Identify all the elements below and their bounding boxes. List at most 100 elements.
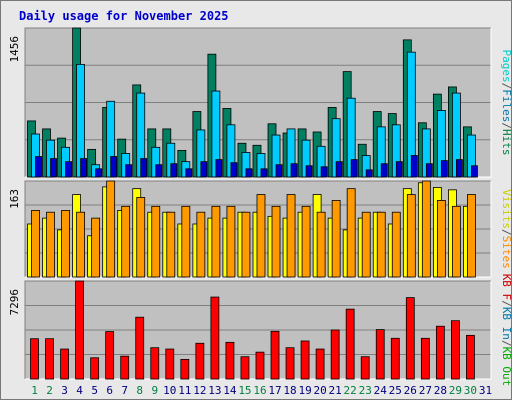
sites-bar [286,194,296,278]
sites-bar [196,211,206,278]
kbytes-bar [60,348,69,380]
sites-bar [406,194,416,278]
panel-1-legend-item-0: Visits [500,189,511,229]
day-label: 21 [329,384,342,397]
panel-2-legend-item-2: KB In [500,307,511,340]
pages-bar [471,165,478,178]
kbytes-bar [210,296,220,380]
pages-bar [290,163,298,178]
sites-bar [256,194,266,278]
kbytes-bar [195,342,205,380]
day-label: 17 [268,384,281,397]
day-label: 30 [464,384,477,397]
day-label: 12 [193,384,206,397]
day-label: 27 [419,384,432,397]
pages-bar [440,160,448,178]
kbytes-bar [150,347,160,380]
pages-bar [410,155,418,178]
day-label: 28 [434,384,447,397]
kbytes-bar [45,338,54,380]
day-label: 4 [76,384,83,397]
day-label: 20 [313,384,326,397]
panel-0-bevel-dark [24,27,491,177]
pages-bar [245,168,253,178]
sites-bar [211,205,221,278]
sites-bar [452,205,461,278]
kbytes-bar [165,348,175,380]
day-label: 3 [61,384,68,397]
kbytes-bar [255,351,265,380]
pages-bar [380,163,388,178]
sites-bar [346,188,356,278]
chart-title: Daily usage for November 2025 [19,9,229,23]
pages-bar [110,156,118,178]
sites-bar [331,200,341,278]
panel-2-bevel-dark [24,280,491,379]
panel-2-legend: KB F/KB In/KB Out [500,274,511,387]
pages-bar [320,166,328,178]
kbytes-bar [135,316,145,380]
sites-bar [76,211,85,278]
day-label: 5 [91,384,98,397]
day-label: 15 [238,384,251,397]
sites-bar [436,200,446,278]
panel-1-legend-item-1: / [500,229,511,236]
sites-bar [271,205,281,278]
panel-0-legend-item-2: Files [500,89,511,122]
sites-bar [151,205,161,278]
day-label: 7 [121,384,128,397]
pages-bar [260,168,268,178]
day-label: 6 [106,384,113,397]
panel-2-ymax-label: 7296 [8,289,21,316]
pages-bar [155,164,163,178]
panel-0-legend-item-1: / [500,83,511,90]
day-label: 1 [31,384,38,397]
panel-0-legend: Pages/Files/Hits [500,50,511,156]
pages-bar [425,163,433,178]
day-label: 13 [208,384,221,397]
panel-2-legend-item-1: / [500,300,511,307]
pages-bar [35,156,42,178]
kbytes-bar [300,340,310,380]
kbytes-bar [90,357,100,380]
pages-bar [275,164,283,178]
sites-bar [361,211,371,278]
sites-bar [181,205,191,278]
kbytes-bar [420,337,430,380]
day-label: 8 [136,384,143,397]
kbytes-bar [345,308,355,380]
sites-bar [121,205,131,278]
day-label: 18 [283,384,296,397]
day-label: 14 [223,384,237,397]
kbytes-bar [405,297,415,380]
panel-1-bevel-dark [24,180,491,277]
sites-bar [46,211,55,278]
sites-bar [467,194,476,278]
panel-2-legend-item-3: / [500,340,511,347]
panel-0-legend-item-0: Pages [500,50,511,83]
day-label: 9 [151,384,158,397]
day-label: 24 [374,384,388,397]
kbytes-bar [390,337,400,380]
day-label: 16 [253,384,266,397]
sites-bar [91,217,101,278]
kbytes-bar [330,329,340,380]
sites-bar [31,210,40,278]
kbytes-bar [466,334,475,380]
pages-bar [140,158,148,178]
kbytes-bar [30,338,39,380]
pages-bar [365,169,373,178]
sites-bar [421,180,431,278]
pages-bar [170,163,178,178]
pages-bar [80,158,87,178]
kbytes-bar [180,358,190,380]
pages-bar [215,159,223,178]
panel-2-bevel-light [25,281,492,380]
panel-2-legend-item-0: KB F [500,274,511,301]
sites-bar [61,210,70,278]
kbytes-bar [285,347,295,380]
pages-bar [50,158,57,178]
kbytes-bar [435,325,445,380]
sites-bar [241,211,251,278]
